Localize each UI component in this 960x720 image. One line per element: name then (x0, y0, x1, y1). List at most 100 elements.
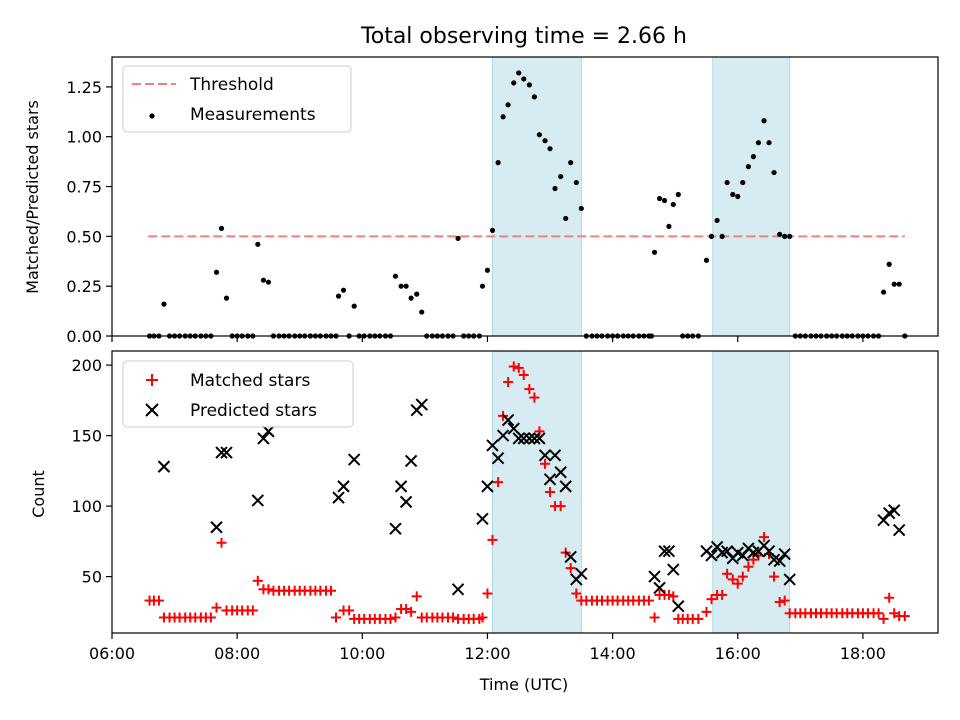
matched-star-point (524, 384, 535, 395)
measurement-point (255, 241, 261, 247)
predicted-star-point (672, 600, 685, 613)
top-x-axis-ticks (111, 336, 864, 342)
measurements-legend-swatch (149, 113, 155, 119)
predicted-star-point (543, 473, 557, 486)
measurement-point (782, 233, 788, 239)
predicted-star-point (507, 422, 520, 435)
matched-star-point (693, 613, 704, 624)
top-legend: Threshold Measurements (122, 65, 352, 133)
measurement-point (708, 233, 715, 239)
measurement-point (651, 249, 658, 255)
predicted-star-point (512, 432, 525, 445)
matched-star-point (448, 612, 459, 623)
measurement-point (787, 233, 793, 239)
bottom-y-axis-label: Count (29, 470, 48, 518)
matched-star-point (540, 458, 551, 469)
predicted-star-point (399, 495, 413, 509)
predicted-star-point (332, 491, 345, 504)
measurement-point (735, 193, 741, 200)
measurement-point (340, 287, 347, 293)
count-panel: 50 100 150 200 06:00 08:00 10:00 12:00 14:00 16:… (29, 350, 939, 694)
measurement-point (265, 279, 272, 285)
matched-star-point (884, 592, 895, 603)
matched-star-point (529, 392, 540, 403)
bottom-y-tick-label: 100 (71, 497, 102, 516)
top-y-tick-label: 0.50 (66, 227, 102, 246)
measurement-point (505, 102, 511, 108)
matched-legend-swatch (146, 374, 158, 386)
measurement-point (896, 281, 902, 287)
matched-star-point (774, 596, 785, 607)
matched-star-point (401, 604, 412, 615)
predicted-star-point (257, 432, 270, 445)
top-legend-box (122, 65, 352, 133)
measurement-point (351, 303, 357, 309)
predicted-star-point (486, 439, 499, 452)
measurement-point (403, 283, 409, 289)
measurement-point (750, 154, 757, 160)
chart-title: Total observing time = 2.66 h (360, 24, 687, 49)
bottom-y-tick-label: 150 (71, 427, 102, 446)
matched-star-point (513, 362, 524, 373)
matched-star-point (722, 568, 733, 579)
matched-star-point (406, 606, 417, 617)
measurement-point (568, 160, 574, 166)
bottom-x-tick-label: 14:00 (590, 644, 636, 663)
predicted-star-point (210, 521, 223, 534)
predicted-star-point (523, 432, 536, 445)
matched-star-point (878, 613, 889, 624)
matched-star-point (545, 487, 556, 497)
x-axis-label: Time (UTC) (479, 675, 568, 694)
bottom-x-tick-label: 18:00 (840, 644, 886, 663)
bottom-legend: Matched stars Predicted stars (122, 360, 354, 428)
matched-star-point (385, 613, 396, 624)
matched-star-point (717, 589, 728, 600)
measurement-point (408, 295, 414, 301)
measurement-point (724, 179, 730, 186)
predicted-star-point (476, 512, 489, 525)
matched-star-point (263, 584, 274, 595)
measurement-point (573, 179, 579, 186)
measurement-point (880, 289, 887, 295)
bottom-plot-frame (111, 350, 939, 634)
predicted-legend-swatch (145, 403, 159, 417)
matched-star-point (706, 594, 717, 605)
matched-star-point (649, 612, 660, 623)
predicted-star-point (394, 480, 408, 493)
matched-star-point (477, 612, 488, 623)
measurement-point (714, 217, 720, 224)
predicted-star-point (667, 563, 680, 576)
top-y-tick-label: 0.25 (66, 277, 102, 296)
matched-star-point (701, 606, 712, 617)
predicted-star-point (575, 567, 588, 580)
predicted-star-point (548, 449, 562, 462)
matched-star-point (565, 563, 576, 574)
top-plot-frame (111, 56, 939, 337)
measurement-point (521, 76, 527, 82)
bottom-y-axis-ticks: 50 100 150 200 (71, 356, 112, 587)
predicted-star-point (705, 549, 718, 562)
matched-legend-label: Matched stars (190, 371, 310, 391)
bottom-x-tick-label: 16:00 (715, 644, 761, 663)
matched-star-point (411, 591, 422, 602)
measurement-point (703, 257, 710, 263)
matched-star-point (344, 605, 355, 616)
matched-star-point (487, 534, 498, 545)
matched-star-point (743, 561, 754, 572)
predicted-star-point (877, 513, 890, 527)
matched-star-point (899, 611, 910, 622)
predicted-star-point (564, 550, 577, 564)
predicted-star-point (783, 573, 796, 586)
predicted-star-point (720, 545, 734, 558)
matched-star-point (732, 578, 743, 589)
top-y-tick-label: 0.00 (66, 327, 102, 346)
predicted-star-point (415, 398, 428, 411)
predicted-star-point (496, 429, 510, 442)
measurement-point (414, 291, 420, 297)
predicted-star-point (262, 425, 275, 438)
measurement-point (661, 197, 668, 204)
predicted-star-point (648, 570, 661, 583)
predicted-star-point (533, 432, 546, 445)
matched-star-point (508, 361, 519, 372)
